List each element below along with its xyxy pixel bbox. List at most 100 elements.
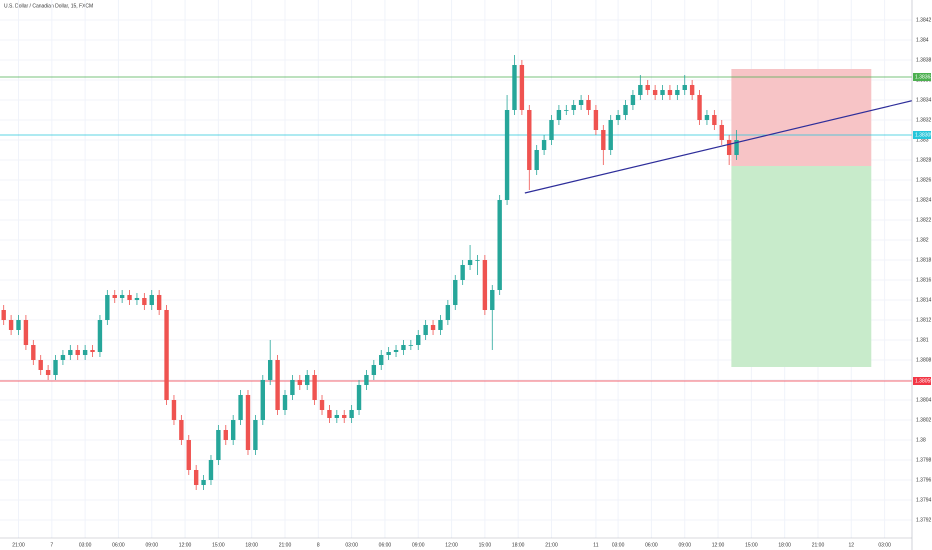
candle-body xyxy=(201,480,206,485)
candle-body xyxy=(719,125,724,140)
x-tick-label: 12:00 xyxy=(179,542,192,548)
candle-body xyxy=(534,150,539,170)
x-tick-label: 09:00 xyxy=(145,542,158,548)
candle-body xyxy=(608,120,613,150)
candle-body xyxy=(60,355,66,360)
candle-body xyxy=(408,345,414,346)
candle-body xyxy=(68,350,73,355)
x-tick-label: 03:00 xyxy=(612,542,625,548)
candle-body xyxy=(667,90,673,95)
candle-body xyxy=(105,295,110,320)
candle-body xyxy=(615,115,621,120)
level-tag xyxy=(913,131,931,139)
candle-body xyxy=(1,310,6,320)
y-tick-label: 1.38 xyxy=(916,437,926,443)
candle-body xyxy=(519,65,525,110)
x-tick-label: 21:00 xyxy=(12,542,25,548)
candle-body xyxy=(149,295,154,305)
candle-body xyxy=(327,410,332,418)
candle-body xyxy=(490,290,495,310)
candle-body xyxy=(97,320,103,352)
x-tick-label: 21:00 xyxy=(812,542,825,548)
candle-body xyxy=(541,140,547,150)
candle-body xyxy=(127,295,132,300)
y-tick-label: 1.3842 xyxy=(916,17,932,23)
candle-body xyxy=(186,440,191,470)
chart-title: U.S. Dollar / Canadian Dollar, 15, FXCM xyxy=(4,3,93,9)
x-tick-label: 03:00 xyxy=(878,542,891,548)
candle-body xyxy=(245,395,251,450)
candle-body xyxy=(453,280,458,305)
candle-body xyxy=(260,380,265,420)
candle-body xyxy=(349,410,354,418)
candle-body xyxy=(467,260,473,265)
candle-body xyxy=(193,470,199,485)
candle-body xyxy=(623,105,628,115)
candle-body xyxy=(82,350,88,355)
candle-body xyxy=(578,100,584,105)
x-tick-label: 12:00 xyxy=(712,542,725,548)
level-tag xyxy=(913,73,931,81)
candle-body xyxy=(164,310,169,400)
y-tick-label: 1.3804 xyxy=(916,397,932,403)
candle-body xyxy=(45,370,51,375)
candle-body xyxy=(512,65,517,110)
candle-body xyxy=(423,325,428,335)
y-tick-label: 1.382 xyxy=(916,237,929,243)
candle-body xyxy=(53,360,58,375)
y-tick-label: 1.384 xyxy=(916,37,929,43)
target-zone xyxy=(731,166,872,367)
candle-body xyxy=(31,345,36,360)
y-tick-label: 1.3824 xyxy=(916,197,932,203)
x-tick-label: 21:00 xyxy=(545,542,558,548)
x-tick-label: 03:00 xyxy=(79,542,92,548)
candle-body xyxy=(712,115,717,125)
candle-body xyxy=(475,260,480,261)
candle-body xyxy=(142,298,147,305)
candle-body xyxy=(682,85,687,90)
candle-body xyxy=(312,375,317,400)
candle-body xyxy=(290,380,295,395)
y-tick-label: 1.3834 xyxy=(916,97,932,103)
x-tick-label: 12:00 xyxy=(445,542,458,548)
y-tick-label: 1.3808 xyxy=(916,357,932,363)
candle-body xyxy=(564,110,569,111)
candle-body xyxy=(660,90,665,95)
candle-body xyxy=(297,380,303,385)
candle-body xyxy=(282,395,288,410)
y-tick-label: 1.383 xyxy=(916,137,929,143)
candle-body xyxy=(393,350,399,352)
candle-body xyxy=(238,395,243,420)
candle-body xyxy=(305,375,310,385)
trendline xyxy=(524,99,916,194)
candle-body xyxy=(179,420,184,440)
candle-body xyxy=(342,415,347,418)
x-tick-label: 06:00 xyxy=(112,542,125,548)
y-tick-label: 1.3832 xyxy=(916,117,932,123)
x-tick-label: 06:00 xyxy=(645,542,658,548)
candle-body xyxy=(379,355,384,365)
candle-body xyxy=(275,360,280,410)
y-tick-label: 1.3816 xyxy=(916,277,932,283)
y-tick-label: 1.3792 xyxy=(916,517,932,523)
candle-body xyxy=(497,200,502,290)
candle-body xyxy=(386,352,391,355)
candle-body xyxy=(334,415,340,418)
candle-body xyxy=(430,325,436,330)
candle-body xyxy=(704,115,710,120)
candle-body xyxy=(319,400,325,410)
x-tick-label: 18:00 xyxy=(245,542,258,548)
x-tick-label: 18:00 xyxy=(778,542,791,548)
candle-body xyxy=(630,95,636,105)
candle-body xyxy=(527,110,532,170)
candle-body xyxy=(689,85,695,95)
y-tick-label: 1.3812 xyxy=(916,317,932,323)
x-tick-label: 7 xyxy=(50,542,53,548)
level-tag xyxy=(913,377,931,385)
x-tick-label: 21:00 xyxy=(279,542,292,548)
candle-body xyxy=(8,320,14,330)
candle-body xyxy=(223,430,228,440)
y-tick-label: 1.3794 xyxy=(916,497,932,503)
x-tick-label: 18:00 xyxy=(512,542,525,548)
